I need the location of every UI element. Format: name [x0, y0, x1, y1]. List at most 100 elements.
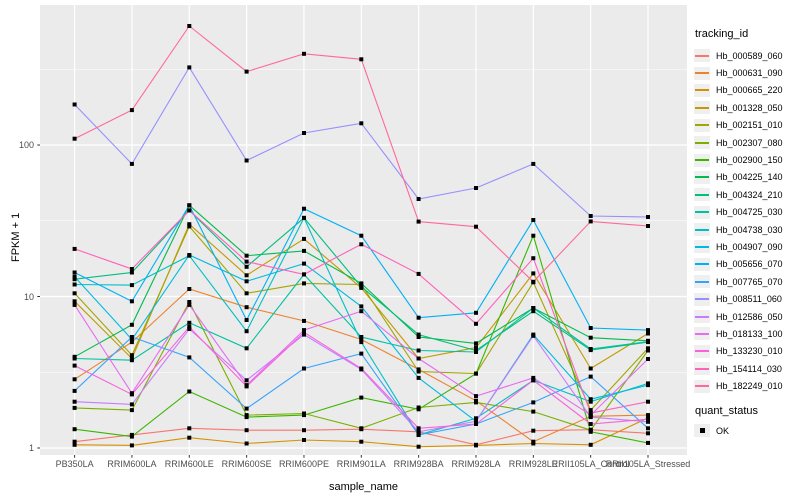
legend-quant-item: OK [694, 422, 798, 439]
legend-item-label: Hb_004738_030 [716, 224, 783, 235]
data-point [72, 274, 77, 279]
legend-line-sample [695, 298, 709, 301]
legend-line-sample [695, 54, 709, 57]
legend-key-line-swatch [694, 362, 710, 376]
data-point [416, 367, 421, 372]
legend-line-sample [695, 106, 709, 109]
data-point [244, 415, 249, 420]
legend-item-label: Hb_004725_030 [716, 207, 783, 218]
data-point [129, 108, 134, 113]
data-point [129, 358, 134, 363]
data-point [359, 304, 364, 309]
data-point [129, 322, 134, 327]
legend-line-sample [695, 280, 709, 283]
legend-line-sample [695, 385, 709, 388]
legend-items: Hb_000589_060 Hb_000631_090 Hb_000665_220 H… [694, 47, 798, 395]
data-point [531, 161, 536, 166]
legend-key-line-swatch [694, 327, 710, 341]
legend-line-sample [695, 332, 709, 335]
data-point [359, 242, 364, 247]
data-point [588, 397, 593, 402]
data-point [187, 224, 192, 229]
data-point [302, 261, 306, 266]
data-point [187, 24, 192, 28]
data-point [72, 405, 77, 410]
legend-item-label: Hb_002307_080 [716, 137, 783, 148]
data-point [244, 253, 249, 258]
data-point [416, 356, 421, 361]
y-axis-title: FPKM + 1 [10, 212, 22, 262]
data-point [187, 320, 192, 325]
legend-key-line-swatch [694, 223, 710, 237]
data-point [302, 428, 306, 433]
data-point [359, 335, 364, 339]
data-point [72, 299, 77, 304]
legend-line-sample [695, 159, 709, 162]
legend-item-label: Hb_004225_140 [716, 172, 783, 183]
data-point [302, 328, 306, 333]
data-point [244, 318, 249, 322]
data-point [72, 356, 77, 361]
legend-line-sample [695, 193, 709, 196]
y-tick-label: 1 [28, 443, 34, 453]
data-point [244, 406, 249, 411]
data-point [302, 413, 306, 418]
legend-item-label: Hb_000631_090 [716, 68, 783, 79]
data-point [72, 442, 77, 447]
legend-item: Hb_002900_150 [694, 151, 798, 168]
legend-line-sample [695, 245, 709, 248]
legend-item-label: Hb_002151_010 [716, 120, 783, 131]
x-tick-label: RRIM901LA [336, 459, 386, 469]
data-point [302, 248, 306, 253]
legend-line-sample [695, 211, 709, 214]
data-point [646, 331, 650, 336]
legend-key-line-swatch [694, 275, 710, 289]
data-point [244, 384, 249, 389]
data-point [474, 419, 478, 424]
data-point [588, 326, 593, 330]
x-tick-label: RRIM600PE [278, 459, 329, 469]
data-point [302, 215, 306, 220]
data-point [244, 291, 249, 296]
data-point [72, 363, 77, 368]
legend-key-line-swatch [694, 118, 710, 132]
legend-item-label: Hb_182249_010 [716, 381, 783, 392]
data-point [646, 215, 650, 219]
data-point [302, 318, 306, 323]
data-point [302, 131, 306, 135]
data-point [646, 339, 650, 344]
data-point [359, 395, 364, 400]
data-point [244, 279, 249, 284]
legend-item: Hb_001328_050 [694, 99, 798, 116]
data-point [129, 408, 134, 413]
legend-key-line-swatch [694, 136, 710, 150]
data-point [244, 69, 249, 74]
data-point [588, 219, 593, 224]
data-point [129, 335, 134, 339]
legend-title-quant-status: quant_status [695, 404, 758, 417]
legend-item: Hb_012586_050 [694, 308, 798, 325]
data-point [531, 428, 536, 433]
data-point [588, 335, 593, 340]
data-point [187, 435, 192, 440]
legend-point-sample [699, 428, 705, 433]
data-point [359, 351, 364, 356]
legend: tracking_id Hb_000589_060 Hb_000631_090 Hb… [694, 28, 798, 439]
data-point [531, 441, 536, 446]
data-point [187, 389, 192, 394]
data-point [416, 271, 421, 276]
legend-quant-label: OK [716, 425, 730, 436]
legend-item: Hb_133230_010 [694, 343, 798, 360]
legend-item-label: Hb_007765_070 [716, 276, 783, 287]
data-point [531, 218, 536, 222]
x-tick-label: PB350LA [55, 459, 94, 469]
data-point [416, 332, 421, 337]
x-axis-title: sample_name [328, 481, 399, 493]
data-point [588, 366, 593, 371]
legend-item-label: Hb_000589_060 [716, 50, 783, 61]
data-point [187, 253, 192, 257]
legend-key-line-swatch [694, 83, 710, 97]
data-point [588, 408, 593, 413]
data-point [72, 282, 77, 287]
legend-item: Hb_004738_030 [694, 221, 798, 238]
